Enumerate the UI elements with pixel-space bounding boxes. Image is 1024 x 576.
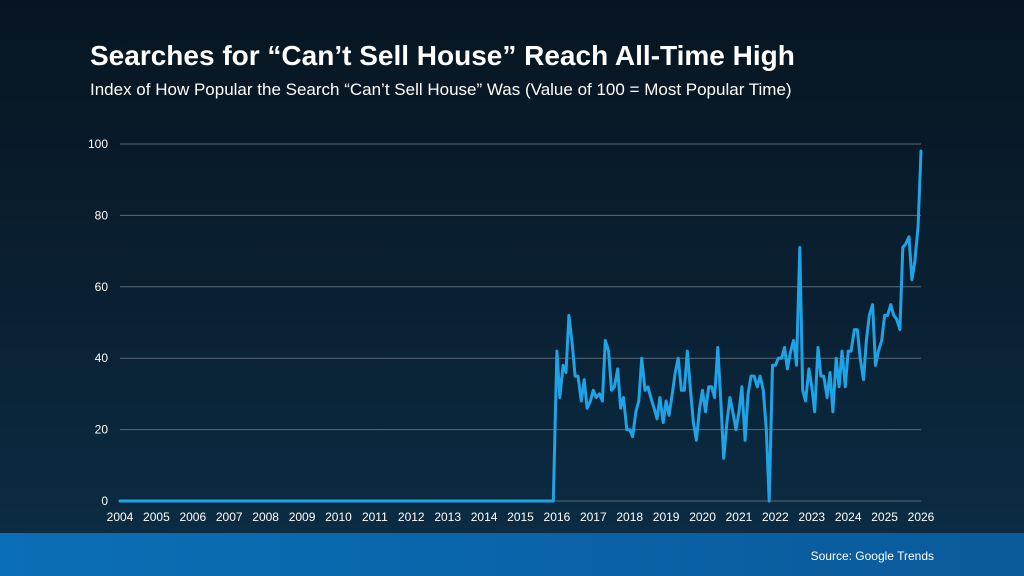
x-tick-label: 2016 — [544, 510, 571, 524]
x-tick-label: 2022 — [762, 510, 789, 524]
x-tick-label: 2005 — [143, 510, 170, 524]
chart-title: Searches for “Can’t Sell House” Reach Al… — [90, 40, 795, 71]
x-tick-label: 2024 — [835, 510, 862, 524]
y-tick-label: 0 — [101, 494, 108, 508]
x-tick-label: 2020 — [689, 510, 716, 524]
y-tick-label: 20 — [95, 423, 109, 437]
y-tick-label: 60 — [95, 280, 109, 294]
x-tick-label: 2017 — [580, 510, 607, 524]
y-axis-ticks: 0 20 40 60 80 100 — [88, 137, 108, 508]
y-tick-label: 40 — [95, 351, 109, 365]
series-layer — [118, 149, 923, 503]
x-tick-label: 2014 — [471, 510, 498, 524]
x-tick-label: 2026 — [908, 510, 935, 524]
x-tick-label: 2006 — [179, 510, 206, 524]
chart-subtitle: Index of How Popular the Search “Can’t S… — [90, 80, 792, 99]
x-tick-label: 2004 — [107, 510, 134, 524]
x-tick-label: 2021 — [726, 510, 753, 524]
x-axis-ticks: 2004 2005 2006 2007 2008 2009 2010 2011 2012 2013… — [107, 510, 935, 524]
footer-bar: Source: Google Trends — [0, 533, 1024, 576]
x-tick-label: 2010 — [325, 510, 352, 524]
x-tick-label: 2011 — [362, 510, 388, 524]
x-tick-label: 2013 — [434, 510, 461, 524]
line-chart: 0 20 40 60 80 100 2004 2005 2006 2007 2008 2009 201… — [88, 137, 935, 524]
y-tick-label: 100 — [88, 137, 108, 151]
x-tick-label: 2007 — [216, 510, 243, 524]
source-label: Source: Google Trends — [810, 549, 934, 563]
x-tick-label: 2015 — [507, 510, 534, 524]
x-tick-label: 2018 — [616, 510, 643, 524]
x-tick-label: 2008 — [252, 510, 279, 524]
x-tick-label: 2019 — [653, 510, 680, 524]
series-line — [118, 149, 923, 503]
x-tick-label: 2012 — [398, 510, 425, 524]
x-tick-label: 2025 — [871, 510, 898, 524]
x-tick-label: 2009 — [289, 510, 316, 524]
x-tick-label: 2023 — [798, 510, 825, 524]
y-tick-label: 80 — [95, 208, 109, 222]
